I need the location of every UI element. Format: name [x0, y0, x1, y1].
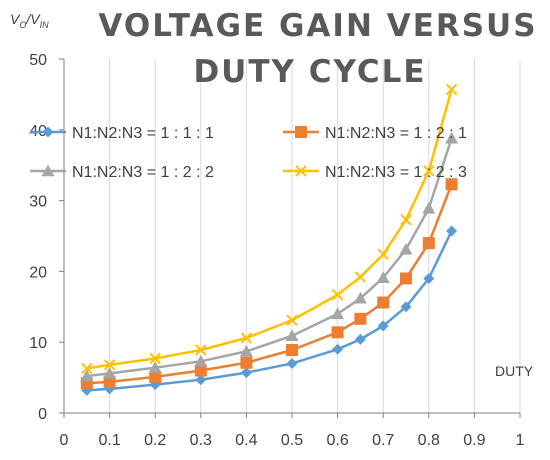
series-1-point-11 [423, 272, 435, 284]
series-1-point-10 [400, 301, 412, 313]
y-tick-label-3: 30 [29, 194, 47, 211]
series-1-line [86, 230, 453, 392]
series-2-point-11 [422, 237, 435, 250]
legend-item-1: N1:N2:N3 = 1 : 1 : 1 [30, 125, 214, 142]
x-tick-label-1: 0.1 [98, 432, 120, 449]
series-3-point-7 [331, 307, 345, 320]
x-tick-label-7: 0.7 [372, 432, 394, 449]
legend-label-3: N1:N2:N3 = 1 : 2 : 2 [72, 164, 214, 181]
series-1-point-9 [377, 320, 389, 332]
series-1-point-6 [286, 357, 298, 369]
series-1-point-4 [195, 374, 207, 386]
series-3-point-12 [445, 131, 459, 144]
chart-title-line-1: VOLTAGE GAIN VERSUS [98, 8, 537, 44]
y-axis-label-in: IN [40, 20, 50, 30]
series-2-point-2 [103, 375, 116, 388]
legend-label-2: N1:N2:N3 = 1 : 2 : 1 [325, 125, 467, 142]
series-1-point-8 [354, 333, 366, 345]
series-2-point-6 [286, 343, 298, 356]
series-1-point-12 [446, 225, 458, 237]
series-2-point-4 [194, 364, 207, 377]
series-3-point-5 [239, 344, 253, 357]
series-2 [80, 178, 458, 390]
series-1-point-5 [240, 367, 252, 379]
series-group [80, 83, 459, 396]
legend-label-4: N1:N2:N3 = 1 : 2 : 3 [325, 164, 467, 181]
series-2-point-8 [354, 312, 367, 325]
series-4-point-7 [331, 289, 344, 301]
legend-item-4: N1:N2:N3 = 1 : 2 : 3 [283, 164, 467, 181]
legend-swatch-marker-2 [295, 126, 307, 138]
series-4-point-9 [377, 248, 389, 261]
x-tick-label-3: 0.3 [190, 432, 212, 449]
series-3-point-11 [422, 201, 436, 214]
series-4-point-11 [423, 165, 435, 177]
y-axis-label-slash: /V [25, 11, 41, 27]
x-tick-label-0: 0 [60, 432, 69, 449]
series-2-point-9 [377, 296, 390, 309]
y-tick-label-2: 20 [29, 264, 47, 281]
series-3-point-10 [399, 242, 413, 255]
series-3-point-3 [148, 361, 162, 373]
series-3-point-1 [80, 369, 94, 382]
series-2-point-10 [400, 272, 412, 285]
legend: N1:N2:N3 = 1 : 1 : 1 N1:N2:N3 = 1 : 2 : 1… [30, 125, 467, 181]
series-4-point-10 [400, 214, 412, 226]
x-tick-label-10: 1 [516, 432, 525, 449]
series-3-point-6 [285, 329, 299, 342]
y-tick-label-0: 0 [38, 406, 47, 423]
y-tick-label-1: 10 [29, 335, 47, 352]
legend-item-2: N1:N2:N3 = 1 : 2 : 1 [283, 125, 467, 142]
series-4-point-6 [286, 314, 298, 326]
chart-title-line-2: DUTY CYCLE [193, 54, 426, 90]
series-4-point-2 [103, 359, 116, 371]
x-axis-label: DUTY [495, 363, 534, 379]
x-tick-label-2: 0.2 [144, 432, 166, 449]
series-1 [81, 225, 458, 396]
x-tick-label-5: 0.5 [281, 432, 303, 449]
series-4-point-1 [81, 362, 93, 375]
series-3-point-2 [103, 366, 117, 379]
series-3-point-8 [353, 291, 367, 304]
series-3-point-9 [376, 271, 390, 283]
legend-swatch-marker-4 [295, 165, 307, 177]
series-3-line [86, 137, 453, 378]
gridlines [109, 59, 521, 413]
x-tick-label-6: 0.6 [326, 432, 348, 449]
series-3-point-4 [194, 354, 208, 367]
y-tick-label-5: 50 [29, 52, 47, 69]
y-axis-label-o: O [19, 20, 26, 30]
legend-swatch-marker-1 [42, 126, 54, 138]
series-3 [80, 131, 459, 382]
series-2-point-5 [240, 356, 253, 369]
y-axis-label-v: V [10, 11, 21, 27]
y-axis-label: VO/VIN [10, 11, 49, 30]
x-tick-label-4: 0.4 [235, 432, 257, 449]
series-4-point-4 [195, 344, 207, 356]
series-4-point-12 [445, 83, 458, 96]
series-4-point-5 [240, 332, 253, 344]
series-2-point-3 [149, 370, 162, 383]
series-4 [81, 83, 458, 375]
legend-item-3: N1:N2:N3 = 1 : 2 : 2 [30, 164, 214, 181]
series-2-point-12 [445, 178, 458, 191]
x-tick-label-9: 0.9 [463, 432, 485, 449]
series-2-point-7 [331, 326, 344, 339]
x-tick-label-8: 0.8 [418, 432, 440, 449]
series-4-line [86, 89, 453, 370]
series-4-point-8 [354, 271, 367, 283]
series-4-point-3 [149, 352, 161, 365]
series-2-line [86, 183, 453, 385]
legend-label-1: N1:N2:N3 = 1 : 1 : 1 [72, 125, 214, 142]
series-1-point-7 [332, 343, 344, 355]
legend-swatch-marker-3 [41, 164, 55, 177]
